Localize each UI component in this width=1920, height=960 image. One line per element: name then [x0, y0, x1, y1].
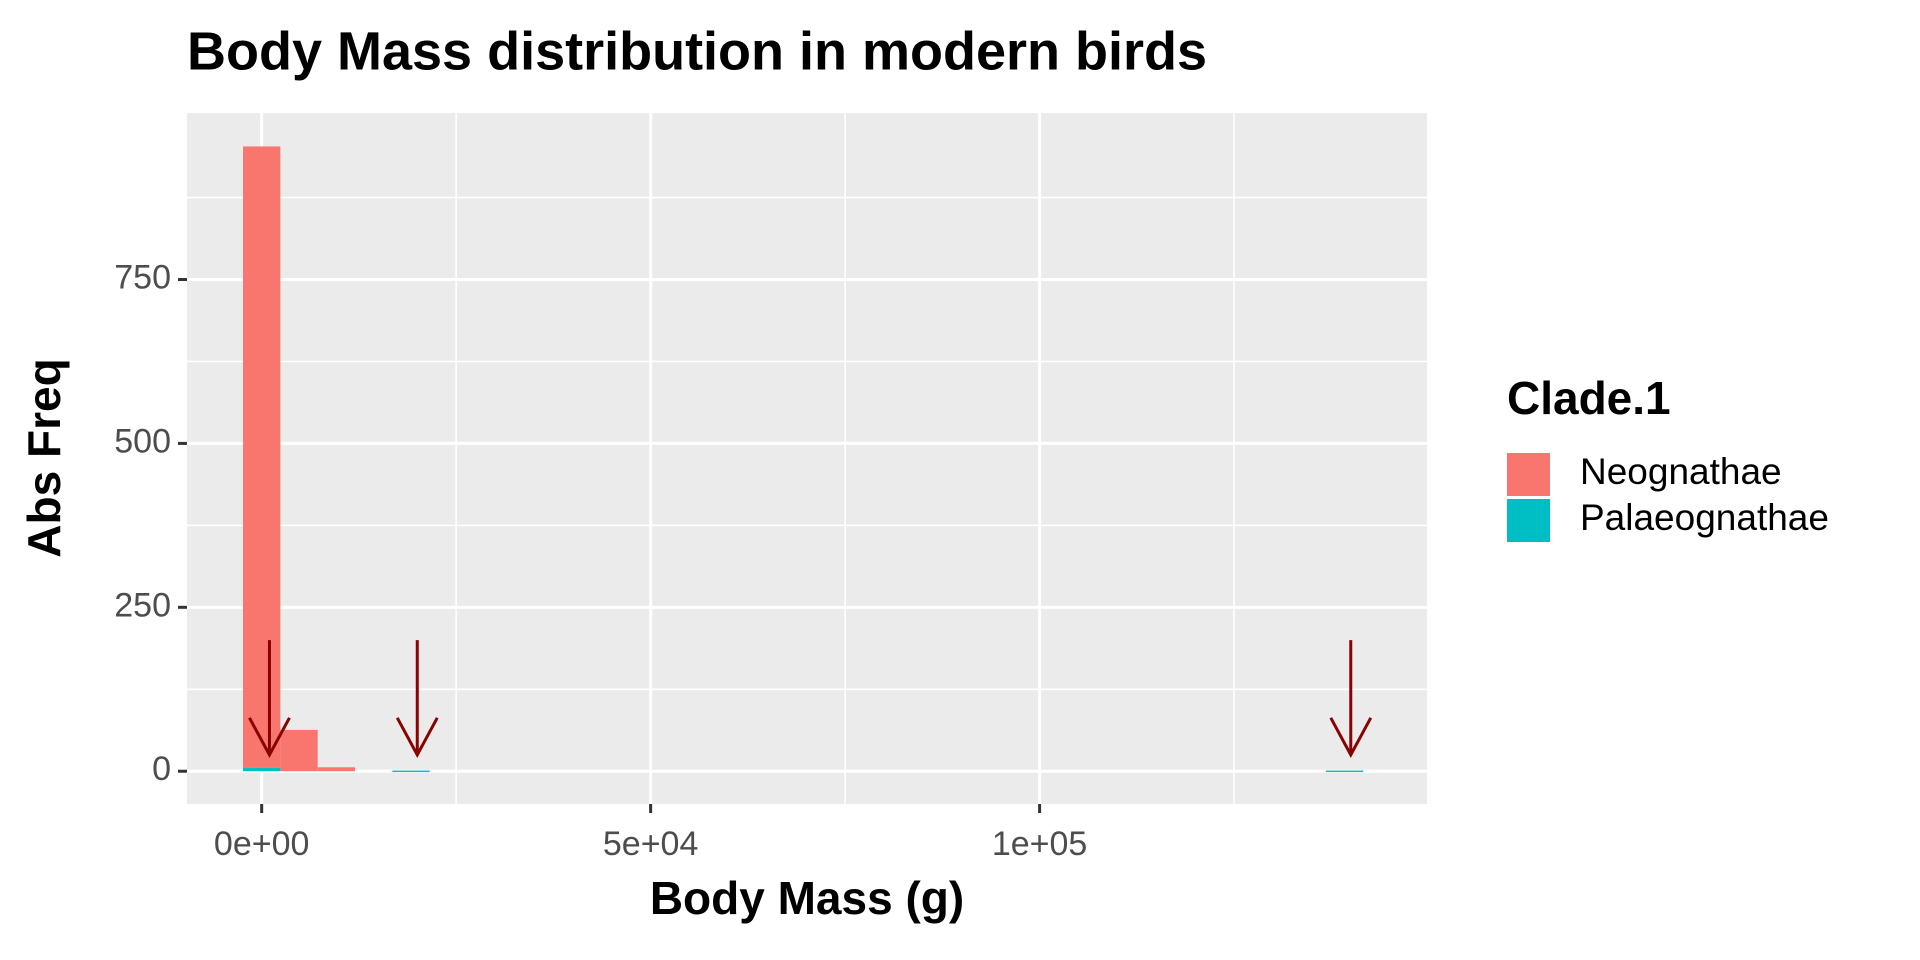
y-tick-label: 500: [114, 422, 171, 460]
chart-title: Body Mass distribution in modern birds: [187, 21, 1207, 81]
legend-swatch: [1507, 499, 1550, 542]
arrow: [1329, 640, 1373, 758]
y-axis-title: Abs Freq: [18, 358, 70, 557]
x-tick-label: 0e+00: [214, 825, 310, 863]
bar: [243, 767, 281, 772]
y-tick-label: 0: [152, 750, 171, 788]
arrow-head: [395, 717, 439, 758]
panel-background: [187, 113, 1427, 804]
bar: [243, 146, 281, 768]
legend-title: Clade.1: [1507, 372, 1671, 424]
y-tick-label: 250: [114, 586, 171, 624]
bar: [1325, 770, 1364, 773]
x-tick-label: 1e+05: [992, 825, 1088, 863]
arrow-head: [248, 717, 291, 758]
arrow: [248, 640, 291, 758]
bar: [280, 729, 318, 772]
bar: [392, 770, 430, 773]
arrow-head: [1329, 717, 1373, 758]
x-tick-label: 5e+04: [603, 825, 699, 863]
arrow: [395, 640, 439, 758]
bar: [317, 767, 356, 772]
legend-label: Neognathae: [1580, 451, 1782, 492]
legend-label: Palaeognathae: [1580, 497, 1829, 538]
legend-swatch: [1507, 453, 1550, 496]
x-axis-title: Body Mass (g): [650, 872, 964, 924]
y-tick-label: 750: [114, 259, 171, 297]
